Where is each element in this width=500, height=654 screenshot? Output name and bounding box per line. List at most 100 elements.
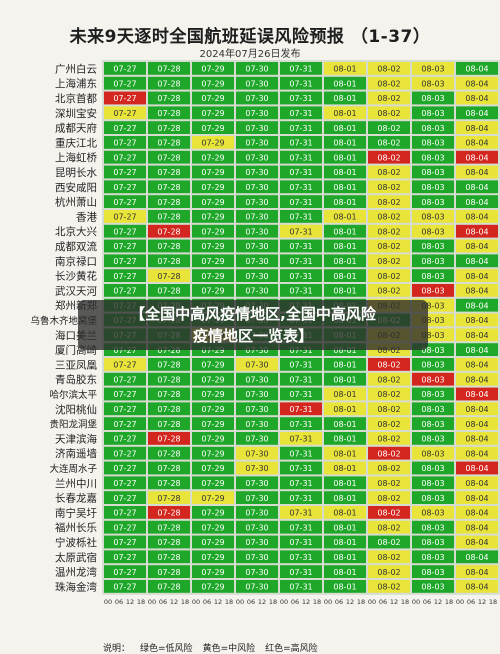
airport-label: 重庆江北 <box>55 136 97 149</box>
cell-date-label: 07-27 <box>113 553 136 562</box>
cell-date-label: 07-27 <box>113 361 136 370</box>
risk-cell <box>236 106 278 120</box>
risk-cell <box>368 402 410 416</box>
cell-date-label: 07-27 <box>113 94 136 103</box>
cell-date-label: 07-29 <box>201 583 224 592</box>
risk-cell <box>148 165 190 179</box>
hour-tick-label: 06 <box>115 598 123 606</box>
cell-date-label: 08-01 <box>333 375 356 384</box>
airport-label: 福州长乐 <box>55 521 97 534</box>
risk-cell <box>412 550 454 564</box>
risk-cell <box>368 387 410 401</box>
risk-cell <box>456 136 498 149</box>
hour-tick-label: 12 <box>434 598 442 606</box>
risk-cell <box>104 180 146 194</box>
cell-date-label: 08-01 <box>333 479 356 488</box>
risk-cell <box>456 298 498 312</box>
risk-cell <box>456 210 498 223</box>
risk-cell <box>368 506 410 519</box>
cell-date-label: 08-02 <box>377 65 400 74</box>
cell-date-label: 07-28 <box>157 509 180 518</box>
cell-date-label: 08-04 <box>465 227 488 236</box>
cell-date-label: 07-28 <box>157 420 180 429</box>
cell-date-label: 08-01 <box>333 390 356 399</box>
risk-cell <box>148 387 190 401</box>
cell-date-label: 07-29 <box>201 198 224 207</box>
risk-cell <box>368 446 410 460</box>
cell-date-label: 08-04 <box>465 272 488 281</box>
risk-cell <box>280 136 322 149</box>
cell-date-label: 07-31 <box>289 198 312 207</box>
cell-date-label: 07-28 <box>157 464 180 473</box>
risk-cell <box>324 165 366 179</box>
hour-tick-label: 00 <box>368 598 376 606</box>
cell-date-label: 07-30 <box>245 65 268 74</box>
cell-date-label: 07-30 <box>245 538 268 547</box>
cell-date-label: 07-31 <box>289 109 312 118</box>
cell-date-label: 07-31 <box>289 361 312 370</box>
cell-date-label: 08-01 <box>333 94 356 103</box>
risk-cell <box>104 358 146 371</box>
hour-tick-label: 12 <box>258 598 266 606</box>
cell-date-label: 08-02 <box>377 153 400 162</box>
risk-cell <box>456 195 498 208</box>
risk-cell <box>368 165 410 179</box>
cell-date-label: 07-28 <box>157 346 180 355</box>
risk-cell <box>324 550 366 564</box>
airport-label: 太原武宿 <box>55 551 97 564</box>
cell-date-label: 08-01 <box>333 139 356 148</box>
risk-cell <box>368 254 410 268</box>
airport-label: 深圳宝安 <box>55 107 97 120</box>
risk-cell <box>412 106 454 120</box>
article-title-overlay: 【全国中高风疫情地区,全国中高风险 疫情地区一览表】 <box>78 300 428 350</box>
cell-date-label: 07-28 <box>157 390 180 399</box>
cell-date-label: 07-28 <box>157 139 180 148</box>
risk-cell <box>280 446 322 460</box>
risk-cell <box>236 62 278 75</box>
risk-cell <box>192 62 234 75</box>
risk-cell <box>412 284 454 297</box>
cell-date-label: 07-27 <box>113 464 136 473</box>
cell-date-label: 08-03 <box>421 346 444 355</box>
airport-label: 温州龙湾 <box>55 566 97 579</box>
risk-cell <box>368 136 410 149</box>
risk-cell <box>324 520 366 534</box>
risk-cell <box>412 150 454 164</box>
risk-cell <box>236 372 278 386</box>
cell-date-label: 08-04 <box>465 538 488 547</box>
risk-cell <box>280 550 322 564</box>
risk-cell <box>236 121 278 134</box>
risk-cell <box>148 269 190 282</box>
cell-date-label: 08-04 <box>465 583 488 592</box>
cell-date-label: 07-27 <box>113 183 136 192</box>
risk-cell <box>368 180 410 194</box>
cell-date-label: 08-04 <box>465 94 488 103</box>
risk-cell <box>456 372 498 386</box>
cell-date-label: 07-30 <box>245 346 268 355</box>
hour-tick-label: 00 <box>236 598 244 606</box>
cell-date-label: 07-31 <box>289 375 312 384</box>
hour-tick-label: 12 <box>346 598 354 606</box>
cell-date-label: 08-02 <box>377 568 400 577</box>
cell-date-label: 07-31 <box>289 272 312 281</box>
cell-date-label: 07-29 <box>201 361 224 370</box>
cell-date-label: 08-01 <box>333 538 356 547</box>
risk-cell <box>148 372 190 386</box>
risk-cell <box>324 76 366 90</box>
risk-cell <box>104 432 146 445</box>
cell-date-label: 07-28 <box>157 494 180 503</box>
hour-tick-label: 00 <box>280 598 288 606</box>
risk-cell <box>324 491 366 504</box>
risk-cell <box>192 136 234 149</box>
risk-cell <box>236 239 278 253</box>
risk-cell <box>280 417 322 430</box>
risk-cell <box>456 461 498 475</box>
cell-date-label: 07-30 <box>245 287 268 296</box>
legend-label: 说明： <box>103 644 131 654</box>
risk-cell <box>368 476 410 490</box>
cell-date-label: 08-04 <box>465 479 488 488</box>
risk-cell <box>236 580 278 593</box>
cell-date-label: 08-01 <box>333 287 356 296</box>
risk-cell <box>236 432 278 445</box>
risk-cell <box>368 91 410 105</box>
